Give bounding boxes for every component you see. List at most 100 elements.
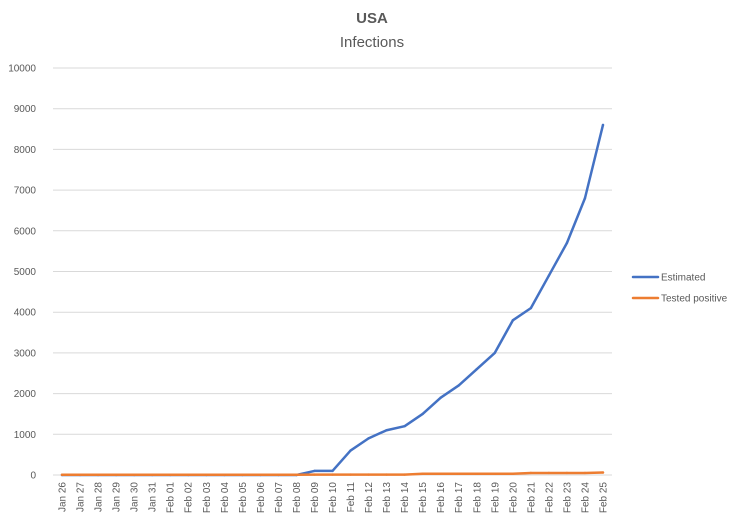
legend: Estimated Tested positive (631, 273, 728, 305)
x-tick-label: Feb 07 (274, 482, 285, 514)
data-point (367, 473, 370, 476)
x-tick-label: Feb 03 (202, 482, 213, 514)
data-point (241, 473, 244, 476)
legend-label: Tested positive (661, 294, 728, 305)
data-point (385, 429, 388, 432)
data-point (385, 473, 388, 476)
x-tick-label: Feb 20 (508, 482, 519, 514)
x-tick-label: Feb 23 (562, 482, 573, 514)
x-tick-label: Jan 29 (112, 482, 123, 512)
data-point (565, 241, 569, 245)
data-point (313, 473, 316, 476)
data-point (331, 473, 334, 476)
x-tick-label: Jan 31 (148, 482, 159, 512)
data-point (169, 473, 172, 476)
gridlines (53, 67, 612, 435)
data-point (547, 471, 551, 475)
x-tick-label: Feb 17 (454, 482, 465, 514)
x-tick-label: Feb 19 (490, 482, 501, 514)
data-point (96, 473, 100, 476)
x-tick-label: Feb 15 (418, 482, 429, 514)
data-point (187, 473, 190, 476)
data-point (277, 473, 280, 476)
x-tick-label: Feb 11 (346, 482, 357, 513)
data-point (529, 471, 533, 475)
legend-label: Estimated (661, 273, 705, 284)
x-tick-label: Feb 16 (436, 482, 447, 514)
x-tick-label: Feb 05 (238, 482, 249, 514)
data-point (60, 473, 64, 476)
data-point (601, 123, 605, 127)
data-point (114, 473, 118, 476)
series-line-1 (60, 123, 605, 477)
data-point (223, 473, 226, 476)
data-point (457, 472, 460, 475)
data-point (601, 471, 605, 474)
data-point (547, 274, 551, 277)
x-tick-label: Jan 30 (130, 482, 141, 512)
x-tick-label: Feb 01 (166, 482, 177, 514)
data-point (529, 306, 533, 310)
x-tick-label: Feb 09 (310, 482, 321, 514)
data-point (313, 469, 316, 473)
x-tick-label: Feb 04 (220, 482, 231, 514)
y-tick-label: 9000 (14, 104, 37, 115)
x-tick-label: Feb 24 (580, 482, 591, 514)
x-tick-label: Jan 27 (76, 482, 87, 512)
x-tick-label: Feb 22 (544, 482, 555, 514)
axes: 0 1000 2000 3000 4000 5000 6000 7000 8000 9000 100… (8, 64, 612, 514)
data-point (403, 424, 406, 428)
x-tick-label: Jan 26 (58, 482, 69, 512)
x-tick-label: Jan 28 (94, 482, 105, 512)
data-point (439, 472, 442, 475)
y-tick-label: 0 (30, 471, 36, 482)
data-point (493, 472, 496, 475)
x-tick-label: Feb 08 (292, 482, 303, 514)
data-point (457, 384, 460, 387)
data-point (331, 469, 334, 473)
data-point (583, 471, 587, 475)
y-tick-label: 7000 (14, 186, 37, 197)
data-point (403, 473, 406, 476)
x-tick-label: Feb 13 (382, 482, 393, 514)
data-point (259, 473, 262, 476)
y-tick-label: 8000 (14, 145, 37, 156)
data-point (511, 472, 515, 475)
data-point (511, 319, 515, 322)
data-point (132, 473, 136, 476)
x-tick-label: Feb 02 (184, 482, 195, 514)
data-point (421, 412, 424, 416)
data-point (475, 472, 478, 475)
data-point (78, 473, 82, 476)
y-tick-label: 6000 (14, 226, 37, 237)
y-tick-label: 1000 (14, 430, 37, 441)
x-tick-label: Feb 18 (472, 482, 483, 514)
y-tick-label: 4000 (14, 308, 37, 319)
x-tick-label: Feb 25 (598, 482, 609, 514)
data-point (583, 197, 587, 200)
data-point (565, 471, 569, 475)
data-point (493, 351, 496, 355)
data-point (367, 437, 370, 440)
chart-subtitle: Infections (340, 34, 404, 51)
x-tick-label: Feb 06 (256, 482, 267, 514)
x-tick-label: Feb 10 (328, 482, 339, 514)
y-tick-label: 2000 (14, 389, 37, 400)
x-tick-label: Feb 14 (400, 482, 411, 514)
data-point (421, 472, 424, 475)
series-lines (60, 123, 605, 477)
data-point (349, 449, 352, 452)
data-point (349, 473, 352, 476)
data-point (439, 396, 442, 399)
data-point (205, 473, 208, 476)
y-tick-label: 5000 (14, 267, 37, 278)
y-tick-label: 10000 (8, 64, 36, 75)
chart-title: USA (356, 10, 388, 27)
x-tick-label: Feb 21 (526, 482, 537, 514)
data-point (475, 367, 478, 371)
data-point (295, 473, 298, 476)
x-tick-label: Feb 12 (364, 482, 375, 514)
data-point (150, 473, 154, 476)
